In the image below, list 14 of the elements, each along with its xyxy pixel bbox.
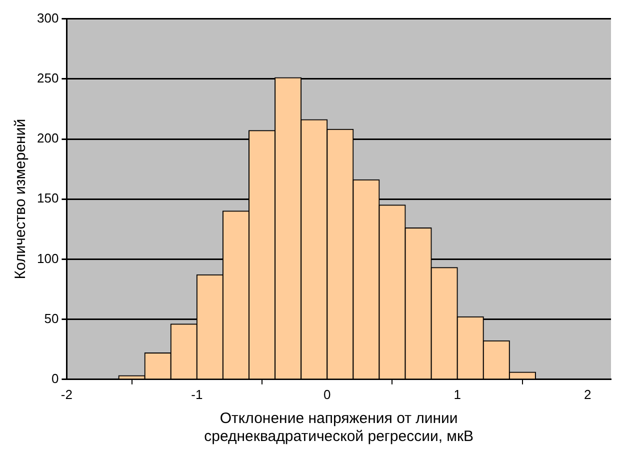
x-tick-label: 2 bbox=[584, 386, 592, 402]
x-tick-label: 1 bbox=[454, 386, 461, 402]
x-tick-label: -2 bbox=[60, 386, 72, 402]
y-tick-label: 150 bbox=[36, 190, 59, 206]
y-axis-title: Количество измерений bbox=[12, 118, 30, 280]
y-tick-label: 200 bbox=[36, 130, 59, 146]
y-tick-label: 0 bbox=[51, 370, 59, 386]
x-axis-title: Отклонение напряжения от линии среднеквадратической регрессии, мкВ bbox=[204, 410, 474, 446]
y-tick-label: 100 bbox=[36, 250, 59, 266]
y-tick-label: 50 bbox=[44, 310, 59, 326]
x-tick-label: 0 bbox=[324, 386, 331, 402]
y-tick-label: 300 bbox=[36, 10, 59, 26]
x-tick-label: -1 bbox=[191, 386, 203, 402]
y-tick-label: 250 bbox=[36, 70, 59, 86]
